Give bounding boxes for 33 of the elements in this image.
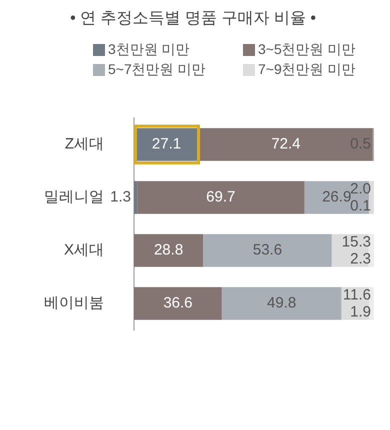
data-label: 1.3 xyxy=(110,188,131,206)
data-label: 72.4 xyxy=(271,136,301,153)
legend-label: 5~7천만원 미만 xyxy=(108,61,206,79)
bar xyxy=(203,234,332,267)
data-label: 69.7 xyxy=(206,188,236,206)
data-label: 2.3 xyxy=(350,250,371,268)
data-label: 27.1 xyxy=(152,136,182,153)
data-label: 1.9 xyxy=(350,304,371,321)
bar xyxy=(134,287,222,320)
data-label: 28.8 xyxy=(154,242,184,259)
data-label: 11.6 xyxy=(342,286,371,304)
bar xyxy=(199,128,373,161)
y-tick-label: 베이비붐 xyxy=(44,294,104,312)
y-tick-label: X세대 xyxy=(64,242,104,259)
y-tick-label: Z세대 xyxy=(64,136,104,153)
legend-label: 3천만원 미만 xyxy=(108,41,190,59)
data-label: 49.8 xyxy=(267,294,296,312)
data-label: 2.0 xyxy=(350,180,371,198)
legend-label: 7~9천만원 미만 xyxy=(258,61,356,79)
bar xyxy=(368,181,374,214)
bar xyxy=(222,287,342,320)
data-label: 36.6 xyxy=(163,294,193,312)
y-tick-label: 밀레니얼 xyxy=(44,188,104,206)
bar xyxy=(134,234,204,267)
bar xyxy=(137,181,304,214)
chart-title: • 연 추정소득별 명품 구매자 비율 • xyxy=(69,9,317,29)
data-label: 26.9 xyxy=(322,188,352,206)
data-label: 0.1 xyxy=(350,198,371,215)
bar xyxy=(369,287,374,320)
legend-label: 3~5천만원 미만 xyxy=(258,41,356,59)
data-label: 15.3 xyxy=(342,234,371,251)
bar xyxy=(134,181,138,214)
data-label: 53.6 xyxy=(252,242,282,259)
